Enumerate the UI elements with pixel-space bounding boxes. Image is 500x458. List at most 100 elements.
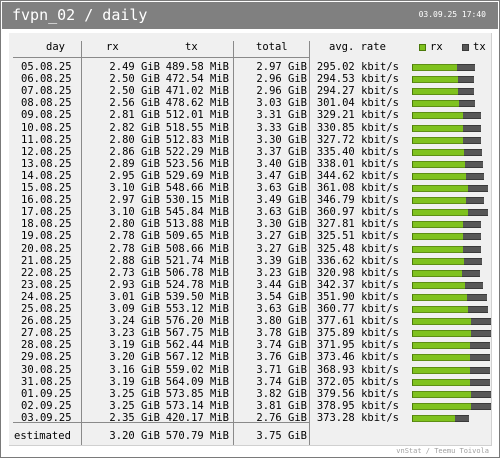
- daily-table: day rx tx total avg. rate rx tx 05.08.25…: [9, 33, 492, 446]
- row-rx: 2.95 GiB: [109, 170, 160, 182]
- row-tx: 471.02 MiB: [165, 85, 229, 97]
- rx-bar: [412, 258, 464, 265]
- row-tx: 508.66 MiB: [165, 243, 229, 255]
- row-day: 17.08.25: [21, 206, 72, 218]
- row-day: 30.08.25: [21, 364, 72, 376]
- row-total: 3.33 GiB: [256, 122, 307, 134]
- row-rx: 2.49 GiB: [109, 61, 160, 73]
- row-rate: 351.90 kbit/s: [316, 291, 399, 303]
- row-rx: 2.89 GiB: [109, 158, 160, 170]
- row-tx: 567.12 MiB: [165, 351, 229, 363]
- estimated-tx: 570.79 MiB: [165, 430, 229, 442]
- row-total: 3.44 GiB: [256, 279, 307, 291]
- row-rx: 2.73 GiB: [109, 267, 160, 279]
- row-tx: 489.58 MiB: [165, 61, 229, 73]
- row-day: 25.08.25: [21, 303, 72, 315]
- rx-bar: [412, 282, 465, 289]
- rx-bar: [412, 379, 470, 386]
- rx-bar: [412, 367, 470, 374]
- tx-bar: [465, 161, 483, 168]
- col-header-rx: rx: [106, 41, 119, 53]
- row-rx: 2.80 GiB: [109, 218, 160, 230]
- row-rx: 2.78 GiB: [109, 243, 160, 255]
- row-rx: 2.88 GiB: [109, 255, 160, 267]
- rx-bar: [412, 246, 463, 253]
- row-total: 3.37 GiB: [256, 146, 307, 158]
- row-rate: 329.21 kbit/s: [316, 109, 399, 121]
- row-total: 3.49 GiB: [256, 194, 307, 206]
- tx-bar: [468, 209, 488, 216]
- row-tx: 523.56 MiB: [165, 158, 229, 170]
- row-total: 3.31 GiB: [256, 109, 307, 121]
- row-tx: 564.09 MiB: [165, 376, 229, 388]
- row-day: 01.09.25: [21, 388, 72, 400]
- tx-bar: [459, 100, 475, 107]
- legend-tx-swatch: [462, 44, 469, 51]
- tx-bar: [465, 282, 483, 289]
- tx-bar: [462, 270, 480, 277]
- col-divider-2: [233, 41, 234, 445]
- row-total: 3.80 GiB: [256, 315, 307, 327]
- row-total: 3.63 GiB: [256, 182, 307, 194]
- estimated-divider: [13, 422, 309, 423]
- row-rate: 375.89 kbit/s: [316, 327, 399, 339]
- tx-bar: [466, 197, 484, 204]
- rx-bar: [412, 149, 464, 156]
- row-tx: 420.17 MiB: [165, 412, 229, 424]
- row-day: 26.08.25: [21, 315, 72, 327]
- tx-bar: [463, 112, 481, 119]
- tx-bar: [470, 342, 490, 349]
- row-rx: 2.86 GiB: [109, 146, 160, 158]
- legend-rx-label: rx: [430, 41, 443, 53]
- row-rate: 360.77 kbit/s: [316, 303, 399, 315]
- row-day: 08.08.25: [21, 97, 72, 109]
- row-day: 12.08.25: [21, 146, 72, 158]
- row-total: 3.54 GiB: [256, 291, 307, 303]
- row-rate: 336.62 kbit/s: [316, 255, 399, 267]
- row-total: 3.76 GiB: [256, 351, 307, 363]
- row-rx: 2.50 GiB: [109, 85, 160, 97]
- row-rate: 325.48 kbit/s: [316, 243, 399, 255]
- row-rate: 372.05 kbit/s: [316, 376, 399, 388]
- row-day: 31.08.25: [21, 376, 72, 388]
- row-day: 13.08.25: [21, 158, 72, 170]
- row-total: 3.82 GiB: [256, 388, 307, 400]
- tx-bar: [471, 403, 491, 410]
- row-rate: 327.72 kbit/s: [316, 134, 399, 146]
- col-divider-1: [81, 41, 82, 445]
- row-rx: 2.82 GiB: [109, 122, 160, 134]
- row-rx: 2.50 GiB: [109, 73, 160, 85]
- rx-bar: [412, 415, 455, 422]
- row-tx: 576.20 MiB: [165, 315, 229, 327]
- row-day: 21.08.25: [21, 255, 72, 267]
- row-day: 20.08.25: [21, 243, 72, 255]
- rx-bar: [412, 403, 471, 410]
- row-total: 2.96 GiB: [256, 73, 307, 85]
- row-tx: 559.02 MiB: [165, 364, 229, 376]
- rx-bar: [412, 209, 468, 216]
- row-rate: 371.95 kbit/s: [316, 339, 399, 351]
- row-rate: 373.46 kbit/s: [316, 351, 399, 363]
- row-total: 3.30 GiB: [256, 134, 307, 146]
- row-tx: 522.29 MiB: [165, 146, 229, 158]
- tx-bar: [457, 64, 475, 71]
- row-day: 23.08.25: [21, 279, 72, 291]
- row-tx: 562.44 MiB: [165, 339, 229, 351]
- tx-bar: [455, 415, 469, 422]
- rx-bar: [412, 221, 463, 228]
- row-rx: 3.24 GiB: [109, 315, 160, 327]
- row-tx: 478.62 MiB: [165, 97, 229, 109]
- row-day: 05.08.25: [21, 61, 72, 73]
- tx-bar: [470, 379, 490, 386]
- estimated-rx: 3.20 GiB: [109, 430, 160, 442]
- tx-bar: [470, 367, 490, 374]
- row-rx: 2.81 GiB: [109, 109, 160, 121]
- legend-tx-label: tx: [473, 41, 486, 53]
- title-bar: fvpn_02 / daily 03.09.25 17:40: [2, 2, 498, 29]
- tx-bar: [463, 221, 481, 228]
- rx-bar: [412, 88, 458, 95]
- rx-bar: [412, 173, 466, 180]
- timestamp: 03.09.25 17:40: [418, 10, 486, 19]
- row-total: 3.30 GiB: [256, 218, 307, 230]
- page-title: fvpn_02 / daily: [12, 6, 148, 24]
